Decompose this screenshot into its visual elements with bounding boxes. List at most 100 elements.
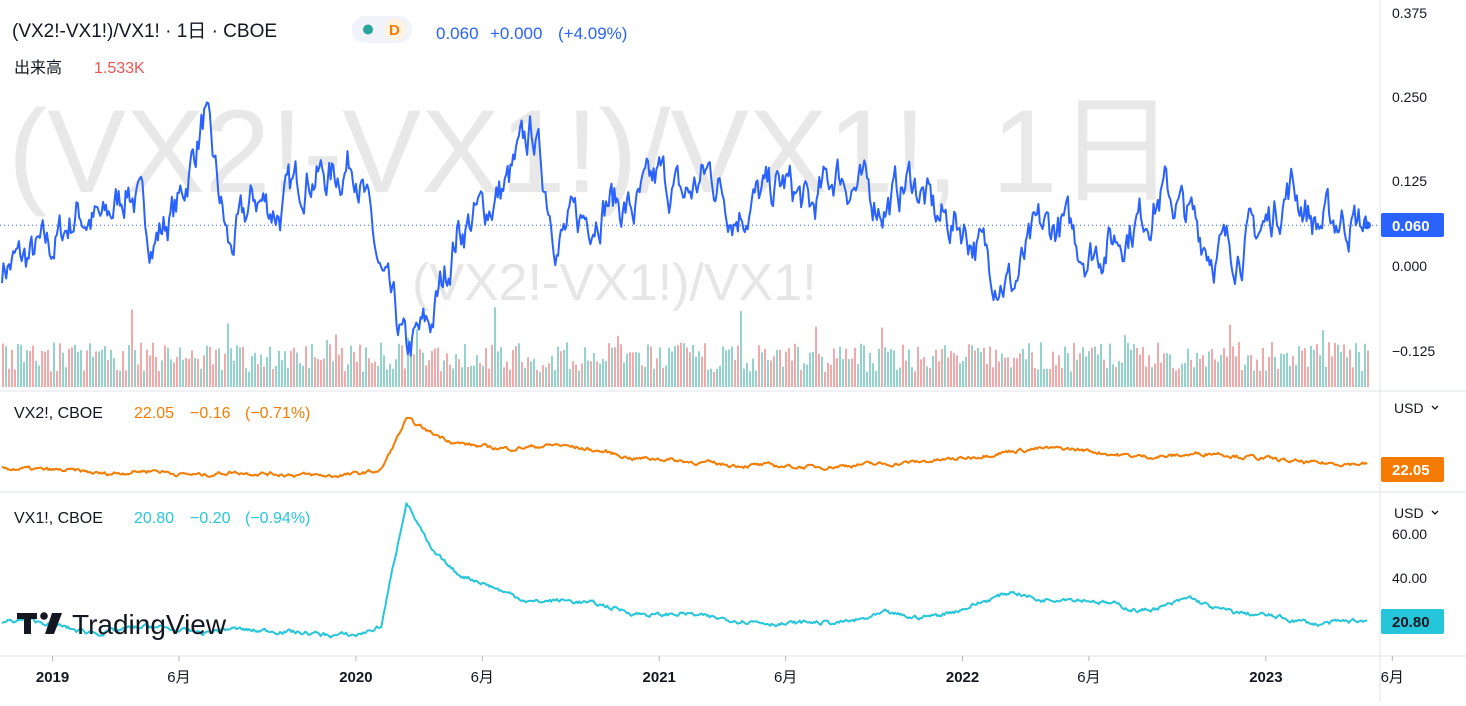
volume-bar: [482, 365, 484, 387]
volume-bar: [212, 364, 214, 387]
tradingview-logo-icon[interactable]: [17, 612, 62, 634]
volume-bar: [356, 361, 358, 387]
volume-bar: [107, 359, 109, 387]
volume-bar: [857, 364, 859, 387]
volume-bar: [371, 363, 373, 387]
volume-bar: [677, 345, 679, 387]
volume-bar: [620, 344, 622, 387]
volume-bar: [110, 349, 112, 387]
volume-bar: [197, 358, 199, 387]
volume-bar: [1118, 360, 1120, 387]
volume-bar: [983, 347, 985, 387]
volume-bar: [1175, 370, 1177, 387]
volume-bar: [1331, 356, 1333, 387]
spread-pane[interactable]: [0, 101, 1380, 357]
volume-bar: [656, 358, 658, 387]
time-axis[interactable]: 2019 6月 2020 6月 2021 6月 2022 6月 2023 6月: [36, 656, 1404, 686]
volume-bar: [899, 367, 901, 387]
vx2-pane[interactable]: [1, 416, 1368, 479]
volume-bar: [1307, 366, 1309, 387]
volume-bar: [980, 352, 982, 387]
vx2-currency-dropdown[interactable]: USD: [1394, 400, 1439, 416]
volume-bar: [269, 346, 271, 387]
vx1-currency-dropdown[interactable]: USD: [1394, 505, 1439, 521]
chevron-down-icon[interactable]: [1431, 405, 1439, 410]
volume-value: 1.533K: [94, 60, 145, 77]
symbol-title[interactable]: (VX2!-VX1!)/VX1! · 1日 · CBOE: [12, 21, 277, 42]
interval-badge[interactable]: D: [389, 22, 400, 39]
volume-bar: [1160, 362, 1162, 387]
vx1-last: 20.80: [134, 510, 174, 527]
volume-bar: [398, 343, 400, 387]
volume-bar: [116, 369, 118, 387]
volume-bar: [458, 359, 460, 387]
market-status-dot-icon[interactable]: [363, 24, 373, 35]
volume-label[interactable]: 出来高: [14, 59, 62, 77]
status-badges[interactable]: D: [352, 16, 412, 43]
time-label: 6月: [167, 669, 190, 686]
volume-bar: [1139, 354, 1141, 387]
volume-bar: [812, 351, 814, 387]
volume-bar: [365, 347, 367, 387]
volume-bar: [251, 356, 253, 387]
volume-bar: [185, 358, 187, 387]
volume-bar: [1055, 365, 1057, 387]
volume-bar: [1325, 366, 1327, 387]
volume-bar: [392, 368, 394, 387]
vx1-title[interactable]: VX1!, CBOE: [14, 510, 103, 527]
vx1-pane[interactable]: [1, 502, 1368, 639]
tradingview-logo[interactable]: TradingView: [17, 609, 227, 640]
volume-bar: [944, 345, 946, 387]
volume-bar: [425, 365, 427, 387]
vx2-title[interactable]: VX2!, CBOE: [14, 405, 103, 422]
volume-bar: [560, 351, 562, 387]
volume-bar: [665, 365, 667, 387]
volume-bar: [839, 346, 841, 387]
volume-bar: [626, 353, 628, 387]
watermark-main: (VX2!-VX1!)/VX1!, 1日: [8, 86, 1175, 218]
volume-bar: [68, 348, 70, 387]
vx2-last: 22.05: [134, 405, 174, 422]
volume-bar: [902, 344, 904, 387]
volume-bar: [50, 371, 52, 387]
spread-price-axis[interactable]: 0.375 0.250 0.125 0.000 −0.125: [1392, 5, 1435, 359]
volume-bar: [1019, 353, 1021, 387]
volume-bar: [1280, 353, 1282, 387]
volume-bar: [98, 351, 100, 387]
volume-bar: [47, 350, 49, 387]
volume-bar: [218, 348, 220, 387]
volume-bar: [1178, 368, 1180, 387]
volume-bar: [956, 355, 958, 387]
volume-bar: [884, 347, 886, 387]
volume-bar: [971, 345, 973, 387]
volume-bar: [83, 370, 85, 387]
volume-bar: [77, 351, 79, 387]
last-point-dot: [1363, 221, 1371, 230]
currency-label[interactable]: USD: [1394, 400, 1424, 416]
volume-bar: [488, 368, 490, 387]
volume-bar: [461, 367, 463, 387]
volume-bar: [530, 361, 532, 387]
vx1-change: −0.20: [190, 510, 231, 527]
currency-label[interactable]: USD: [1394, 505, 1424, 521]
volume-bar: [593, 353, 595, 387]
volume-bar: [1037, 369, 1039, 387]
volume-bar: [296, 352, 298, 387]
volume-bar: [935, 349, 937, 387]
volume-bar: [920, 359, 922, 387]
volume-bar: [794, 343, 796, 387]
volume-bar: [566, 342, 568, 387]
volume-bar: [1190, 359, 1192, 387]
volume-bar: [680, 342, 682, 387]
volume-bar: [1247, 355, 1249, 387]
logo-text[interactable]: TradingView: [72, 609, 227, 640]
chevron-down-icon[interactable]: [1431, 510, 1439, 515]
volume-bar: [1346, 357, 1348, 387]
volume-bar: [848, 359, 850, 387]
volume-bar: [995, 349, 997, 387]
volume-bar: [740, 311, 742, 387]
volume-bar: [1301, 350, 1303, 387]
volume-bar: [284, 351, 286, 387]
time-label: 2022: [946, 669, 979, 686]
volume-bar: [167, 347, 169, 387]
